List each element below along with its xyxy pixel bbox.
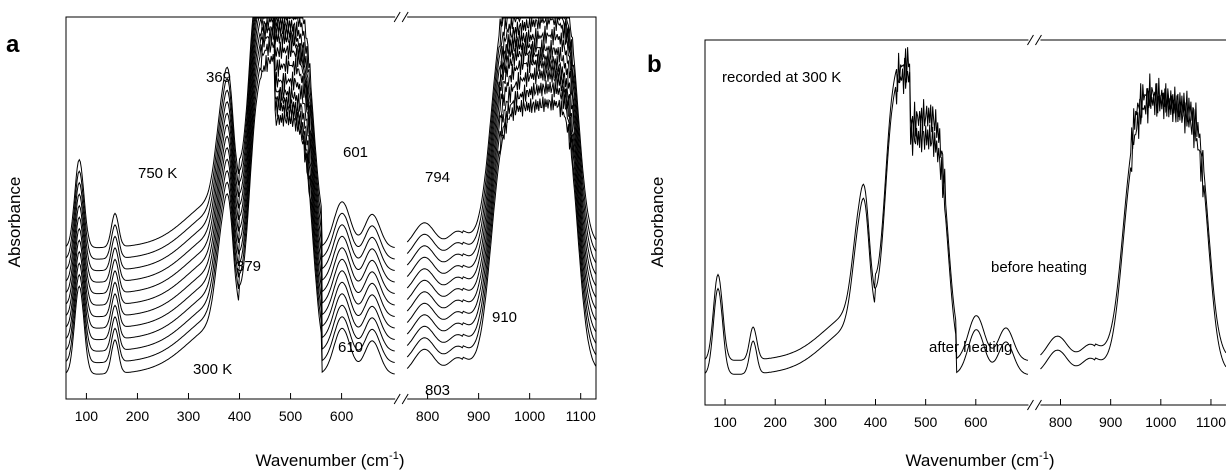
x-tick-label: 800 bbox=[416, 408, 440, 424]
series-line-a-4-0 bbox=[65, 17, 395, 295]
series-line-a-9-0 bbox=[65, 27, 395, 352]
x-tick-label: 100 bbox=[713, 414, 737, 430]
axis-break-b bbox=[1027, 34, 1042, 411]
series-line-a-5-0 bbox=[65, 17, 395, 306]
x-axis-label-b: Wavenumber (cm-1) bbox=[906, 450, 1055, 470]
axis-break-mark bbox=[1027, 399, 1034, 411]
x-tick-label: 500 bbox=[914, 414, 938, 430]
y-axis-label-a: Absorbance bbox=[5, 177, 24, 268]
x-tick-label: 800 bbox=[1049, 414, 1073, 430]
series-line-b-0-1 bbox=[1040, 73, 1226, 356]
series-line-a-11-1 bbox=[406, 93, 597, 369]
plot-frame-a bbox=[65, 16, 597, 400]
series-line-a-0-0 bbox=[65, 17, 395, 249]
panel-letter-b: b bbox=[647, 51, 662, 78]
x-tick-label: 300 bbox=[814, 414, 838, 430]
series-line-a-2-0 bbox=[65, 17, 395, 272]
axis-break-gap bbox=[1028, 36, 1041, 44]
annotation-601: 601 bbox=[343, 144, 368, 161]
series-line-a-10-1 bbox=[406, 80, 597, 358]
axis-break-gap bbox=[1028, 401, 1041, 409]
series-line-b-0-0 bbox=[704, 47, 1029, 361]
axis-break-mark bbox=[393, 11, 401, 23]
series-line-a-6-0 bbox=[65, 17, 395, 318]
annotation-after-heating: after heating bbox=[929, 339, 1012, 356]
x-tick-label: 400 bbox=[864, 414, 888, 430]
panel-b: b 100 200 300 400 500 600 800 900 1000 1100 Absor… bbox=[647, 34, 1226, 470]
curves-a bbox=[65, 17, 597, 375]
annotation-794: 794 bbox=[425, 169, 450, 186]
axis-break-mark bbox=[401, 11, 409, 23]
series-line-a-7-0 bbox=[65, 17, 395, 329]
axis-break-mark bbox=[401, 393, 409, 405]
x-tick-label: 1000 bbox=[1145, 414, 1176, 430]
axis-break-gap bbox=[395, 13, 408, 21]
x-tick-label: 500 bbox=[279, 408, 303, 424]
axis-break-mark bbox=[393, 393, 401, 405]
series-line-a-4-1 bbox=[406, 17, 597, 289]
annotation-300k: 300 K bbox=[193, 361, 232, 378]
x-tick-label: 600 bbox=[330, 408, 354, 424]
annotation-803: 803 bbox=[425, 382, 450, 399]
y-axis-label-b: Absorbance bbox=[648, 177, 667, 268]
x-tick-label: 300 bbox=[177, 408, 201, 424]
series-line-a-3-0 bbox=[65, 17, 395, 283]
x-tick-label: 600 bbox=[964, 414, 988, 430]
annotation-750k: 750 K bbox=[138, 165, 177, 182]
series-line-b-1-1 bbox=[1040, 83, 1226, 370]
series-line-a-10-0 bbox=[65, 36, 395, 364]
x-tick-label: 1000 bbox=[514, 408, 545, 424]
annotation-369: 369 bbox=[206, 69, 231, 86]
x-tick-label: 1100 bbox=[566, 408, 596, 424]
x-ticks-b: 100 200 300 400 500 600 800 900 1000 1100 bbox=[713, 399, 1226, 430]
x-tick-label: 200 bbox=[764, 414, 788, 430]
x-tick-label: 400 bbox=[228, 408, 252, 424]
annotation-379: 379 bbox=[236, 258, 261, 275]
panel-a: a 100 200 300 400 500 600 800 900 1000 1100 Absor… bbox=[5, 11, 597, 470]
axis-break-mark bbox=[1027, 34, 1034, 46]
curves-b bbox=[704, 47, 1226, 375]
x-tick-label: 200 bbox=[126, 408, 150, 424]
axis-break-mark bbox=[1035, 399, 1042, 411]
series-line-a-11-0 bbox=[65, 54, 395, 375]
annotation-610: 610 bbox=[338, 339, 363, 356]
x-tick-label: 100 bbox=[75, 408, 99, 424]
series-line-a-1-0 bbox=[65, 17, 395, 260]
series-line-a-8-1 bbox=[406, 53, 597, 335]
x-tick-label: 1100 bbox=[1196, 414, 1226, 430]
series-line-a-8-0 bbox=[65, 18, 395, 341]
series-line-a-9-1 bbox=[406, 66, 597, 346]
x-axis-label-a: Wavenumber (cm-1) bbox=[256, 450, 405, 470]
plot-frame-b bbox=[704, 39, 1226, 406]
series-line-a-6-1 bbox=[406, 36, 597, 312]
annotation-recorded: recorded at 300 K bbox=[722, 69, 841, 86]
annotation-before-heating: before heating bbox=[991, 259, 1087, 276]
x-tick-label: 900 bbox=[1099, 414, 1123, 430]
annotation-910: 910 bbox=[492, 309, 517, 326]
axis-break-gap bbox=[395, 395, 408, 403]
series-line-a-5-1 bbox=[406, 25, 597, 300]
x-ticks-a: 100 200 300 400 500 600 800 900 1000 1100 bbox=[75, 393, 596, 424]
axis-break-a bbox=[393, 11, 409, 405]
series-line-b-1-0 bbox=[704, 57, 1029, 375]
panel-letter-a: a bbox=[6, 31, 20, 58]
series-line-a-2-1 bbox=[406, 17, 597, 266]
axis-break-mark bbox=[1035, 34, 1042, 46]
series-line-a-7-1 bbox=[406, 44, 597, 323]
x-tick-label: 900 bbox=[467, 408, 491, 424]
